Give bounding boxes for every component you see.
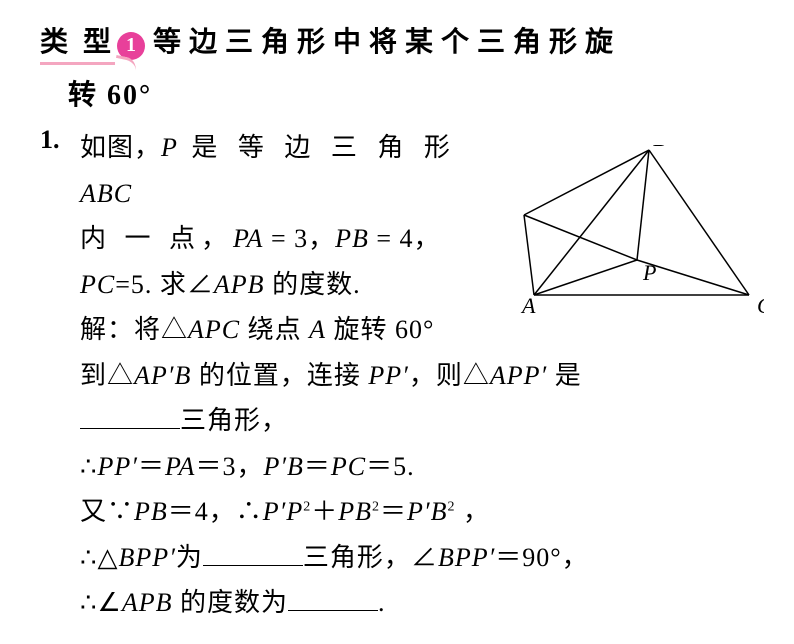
geometry-figure: ABCPP′ (519, 145, 764, 315)
solution-line-3: 三角形， (80, 398, 754, 444)
blank-2 (203, 562, 303, 566)
solution-line-2: 到△AP′B 的位置，连接 PP′，则△APP′ 是 (80, 353, 754, 399)
solution-line-6: ∴△BPP′为三角形，∠BPP′＝90°， (80, 535, 754, 581)
svg-text:P: P (642, 260, 656, 285)
solution-line-4: ∴PP′＝PA＝3，P′B＝PC＝5. (80, 444, 754, 490)
type-label: 类 型 (40, 20, 115, 65)
problem-number: 1. (40, 125, 60, 155)
svg-text:B: B (653, 145, 666, 151)
blank-1 (80, 425, 180, 429)
title-part1: 等边三角形中将某个三角形旋 (153, 20, 621, 60)
title-part2: 转 60° (68, 73, 754, 113)
svg-text:A: A (520, 293, 536, 315)
blank-3 (288, 607, 378, 611)
solution-line-5: 又∵PB＝4，∴P′P2＋PB2＝P′B2 ， (80, 489, 754, 535)
solution-line-7: ∴∠APB 的度数为. (80, 580, 754, 626)
svg-text:C: C (757, 293, 764, 315)
